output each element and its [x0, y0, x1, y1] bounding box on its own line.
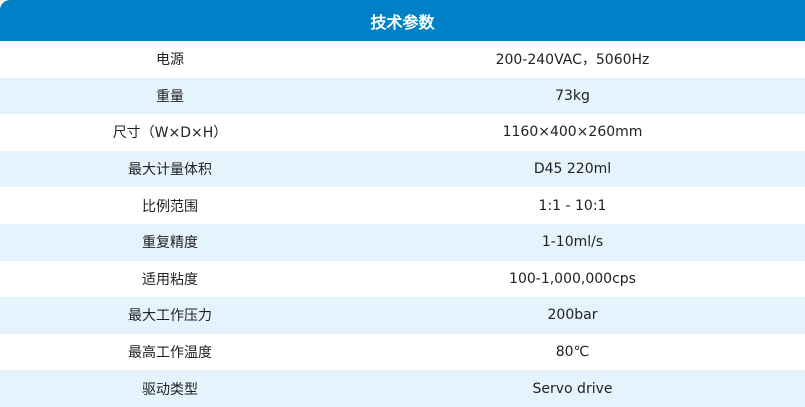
spec-label: 驱动类型 [142, 381, 198, 398]
spec-label: 比例范围 [142, 198, 198, 215]
table-row: 最大计量体积 D45 220ml [0, 150, 805, 188]
spec-label: 适用粘度 [142, 271, 198, 288]
spec-label: 重量 [156, 88, 184, 105]
spec-label: 电源 [156, 52, 184, 69]
spec-value: 100-1,000,000cps [509, 270, 636, 287]
spec-label: 最大工作压力 [128, 308, 212, 325]
spec-value: 1:1 - 10:1 [538, 197, 607, 214]
table-row: 电源 200-240VAC，5060Hz [0, 41, 805, 78]
spec-value: 73kg [555, 87, 590, 104]
spec-label: 最高工作温度 [128, 345, 212, 362]
spec-value: Servo drive [532, 380, 613, 397]
spec-value: D45 220ml [533, 161, 612, 178]
table-row: 最高工作温度 80℃ [0, 333, 805, 371]
spec-label: 尺寸（W×D×H） [112, 125, 228, 142]
spec-label: 最大计量体积 [128, 162, 212, 179]
spec-table: 电源 200-240VAC，5060Hz 重量 73kg 尺寸（W×D×H） 1160×4… [0, 41, 805, 407]
table-title: 技术参数 [0, 0, 805, 41]
spec-value: 1160×400×260mm [502, 124, 643, 141]
table-row: 适用粘度 100-1,000,000cps [0, 260, 805, 298]
spec-value: 80℃ [555, 344, 590, 361]
table-row: 最大工作压力 200bar [0, 297, 805, 334]
spec-value: 1-10ml/s [541, 234, 604, 251]
spec-label: 重复精度 [142, 235, 198, 252]
table-row: 驱动类型 Servo drive [0, 370, 805, 407]
table-row: 重复精度 1-10ml/s [0, 223, 805, 261]
table-row: 重量 73kg [0, 77, 805, 115]
table-row: 比例范围 1:1 - 10:1 [0, 187, 805, 224]
table-row: 尺寸（W×D×H） 1160×400×260mm [0, 114, 805, 151]
spec-value: 200bar [547, 307, 598, 324]
spec-value: 200-240VAC，5060Hz [495, 52, 650, 69]
